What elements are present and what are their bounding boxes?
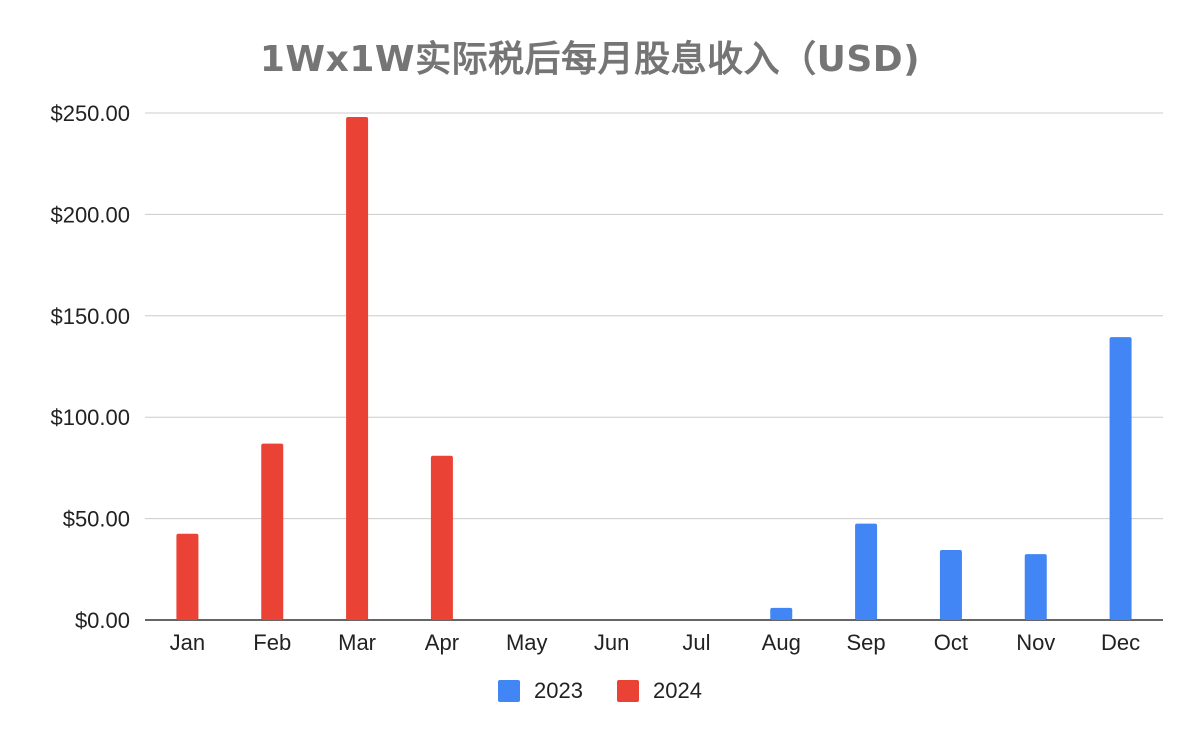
bar-2023-dec — [1109, 337, 1132, 620]
chart-title: 1Wx1W实际税后每月股息收入（USD) — [259, 39, 921, 80]
x-tick-label: Jun — [594, 630, 629, 655]
gridlines — [145, 112, 1163, 621]
x-tick-label: Jul — [682, 630, 710, 655]
x-tick-label: Sep — [847, 630, 886, 655]
y-tick-label: $0.00 — [75, 608, 130, 633]
bar-2024-apr — [430, 455, 453, 620]
y-tick-label: $150.00 — [50, 304, 130, 329]
bar-2023-aug — [770, 607, 793, 620]
legend-item: 2024 — [617, 678, 702, 704]
y-tick-label: $50.00 — [63, 507, 130, 532]
y-tick-label: $250.00 — [50, 101, 130, 126]
legend-label: 2024 — [653, 678, 702, 703]
x-tick-label: Nov — [1016, 630, 1055, 655]
legend-swatch — [498, 680, 521, 702]
bar-2023-oct — [939, 550, 962, 620]
bar-2023-sep — [855, 523, 878, 620]
x-tick-label: Feb — [253, 630, 291, 655]
legend-item: 2023 — [498, 678, 583, 704]
bar-2024-feb — [261, 443, 284, 620]
bar-2023-nov — [1024, 554, 1047, 620]
legend-swatch — [617, 680, 639, 702]
bar-2024-mar — [346, 117, 369, 620]
x-tick-label: Jan — [170, 630, 205, 655]
bar-2024-jan — [176, 533, 199, 620]
legend-label: 2023 — [534, 678, 583, 703]
y-tick-label: $100.00 — [50, 405, 130, 430]
x-axis-ticks: Jan Feb Mar Apr May Jun Jul Aug Sep Oct Nov Dec — [170, 630, 1140, 655]
x-tick-label: Aug — [762, 630, 801, 655]
x-tick-label: Apr — [425, 630, 459, 655]
y-tick-label: $200.00 — [50, 202, 130, 227]
x-tick-label: May — [506, 630, 548, 655]
x-tick-label: Oct — [934, 630, 968, 655]
x-tick-label: Dec — [1101, 630, 1140, 655]
bars — [176, 117, 1132, 620]
x-tick-label: Mar — [338, 630, 376, 655]
legend: 2023 2024 — [0, 678, 1200, 704]
y-axis-ticks: $0.00 $50.00 $100.00 $150.00 $200.00 $250.00 — [50, 101, 130, 633]
